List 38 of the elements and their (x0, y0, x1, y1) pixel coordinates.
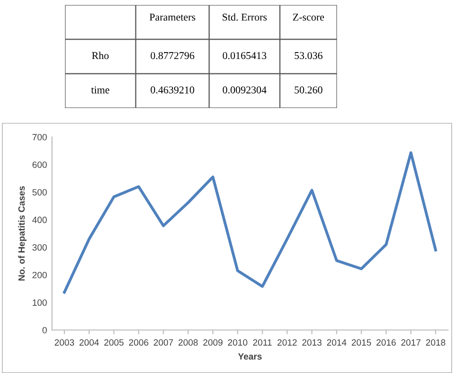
text: 0.0165413 (222, 52, 266, 60)
x-tick-label: 2009 (203, 339, 222, 346)
text: 0.8772796 (150, 52, 194, 60)
x-tick-label: 2018 (426, 339, 446, 346)
text: time (91, 86, 110, 94)
x-tick-label: 2015 (352, 339, 372, 346)
x-tick-label: 2014 (327, 339, 346, 346)
y-tick-label: 300 (32, 244, 47, 251)
x-tick-label: 2017 (401, 339, 420, 346)
y-tick-label: 700 (32, 134, 47, 140)
x-tick-label: 2006 (129, 339, 148, 346)
text: Rho (92, 52, 109, 60)
line-series (62, 151, 438, 294)
y-tick-label: 600 (32, 162, 47, 168)
y-tick-label: 0 (42, 326, 47, 334)
y-tick-label: 200 (32, 272, 47, 278)
y-tick-label: 500 (32, 189, 47, 196)
x-tick-label: 2004 (80, 339, 99, 346)
text: 53.036 (294, 52, 322, 60)
text: Parameters (150, 14, 196, 21)
y-tick-label: 400 (32, 216, 47, 224)
x-tick-label: 2007 (154, 339, 173, 346)
text: 50.260 (294, 86, 322, 94)
text: Std. Errors (222, 13, 267, 21)
y-tick-label: 100 (32, 299, 47, 306)
y-axis-title: No. of Hepatitis Cases (18, 186, 27, 281)
x-tick-label: 2011 (253, 339, 272, 346)
x-tick-label: 2003 (54, 339, 74, 346)
x-tick-label: 2016 (376, 339, 396, 346)
text: 0.0092304 (222, 86, 266, 94)
x-tick-label: 2010 (228, 339, 248, 346)
x-tick-label: 2012 (278, 339, 297, 346)
x-tick-label: 2008 (178, 339, 198, 346)
x-tick-label: 2005 (104, 339, 124, 346)
x-tick-label: 2013 (302, 339, 322, 346)
text: 0.4639210 (150, 86, 194, 94)
x-axis-title: Years (238, 353, 262, 360)
text: Z-score (293, 14, 324, 21)
